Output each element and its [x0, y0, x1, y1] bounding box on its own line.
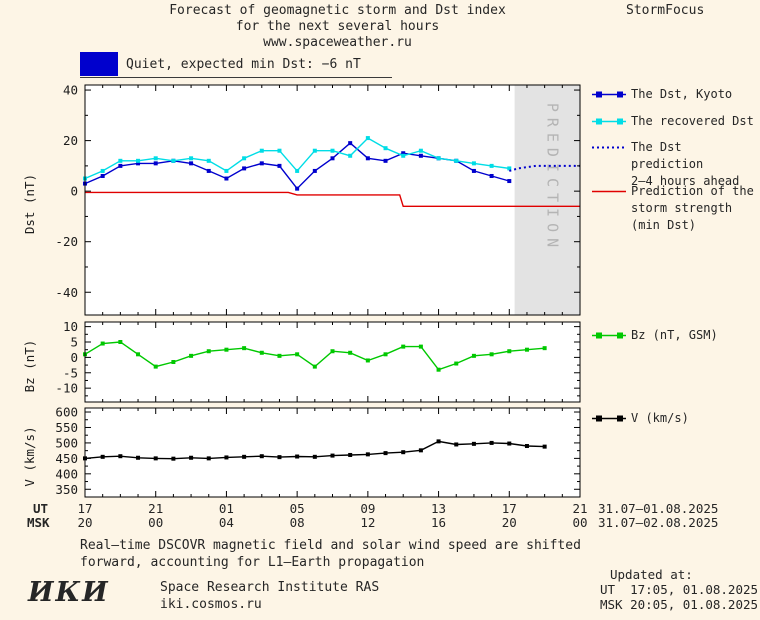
msk-date-range: 31.07–02.08.2025: [598, 515, 719, 530]
x-tick-ut: 01: [218, 501, 234, 516]
legend-label: The recovered Dst: [631, 114, 754, 128]
y-tick-label: 550: [55, 420, 78, 435]
footnote-line-2: forward, accounting for L1–Earth propaga…: [80, 555, 425, 570]
msk-axis-label: MSK: [27, 515, 50, 530]
y-tick-label: 500: [55, 435, 78, 450]
ut-axis-label: UT: [33, 501, 49, 516]
legend-entry: V (km/s): [592, 410, 689, 427]
ut-date-range: 31.07–01.08.2025: [598, 501, 719, 516]
line-legend-icon: [592, 190, 626, 193]
title-line-2: for the next several hours: [235, 19, 440, 34]
updated-msk: MSK 20:05, 01.08.2025: [600, 597, 759, 612]
y-tick-label: 5: [70, 335, 78, 350]
updated-ut: UT 17:05, 01.08.2025: [600, 582, 759, 597]
legend-entry: Bz (nT, GSM): [592, 327, 718, 344]
y-tick-label: -20: [55, 234, 78, 249]
legend-entry: Prediction of the storm strength (min Dst): [592, 183, 754, 234]
x-tick-ut: 21: [148, 501, 164, 516]
x-tick-ut: 05: [289, 501, 305, 516]
line-squares-legend-icon: [592, 118, 626, 125]
legend-label: storm strength: [631, 201, 733, 215]
status-swatch: [80, 52, 118, 76]
prediction-band-label: PREDICTION: [543, 103, 561, 253]
x-tick-ut: 13: [431, 501, 447, 516]
status-text: Quiet, expected min Dst: −6 nT: [126, 57, 361, 72]
y-tick-label: -10: [55, 381, 78, 396]
y-tick-label: 0: [70, 184, 78, 199]
line-squares-legend-icon: [592, 91, 626, 98]
legend-label: (min Dst): [631, 218, 697, 232]
legend-entry: The Dst, Kyoto: [592, 86, 732, 103]
y-tick-label: 400: [55, 466, 78, 481]
iki-logo: ИКИ: [28, 577, 110, 608]
x-tick-msk: 08: [289, 515, 305, 530]
x-tick-msk: 12: [360, 515, 376, 530]
legend-label: 2–4 hours ahead: [631, 174, 740, 188]
y-axis-title: V (km/s): [22, 426, 37, 486]
updated-label: Updated at:: [610, 567, 693, 582]
x-tick-msk: 00: [148, 515, 164, 530]
y-tick-label: 600: [55, 405, 78, 420]
y-tick-label: -5: [63, 365, 78, 380]
dotted-line-legend-icon: [592, 146, 626, 149]
site-url: www.spaceweather.ru: [263, 35, 412, 50]
x-tick-ut: 21: [572, 501, 588, 516]
y-tick-label: 0: [70, 350, 78, 365]
y-axis-title: Bz (nT): [22, 340, 37, 393]
legend-entry: The recovered Dst: [592, 113, 754, 130]
brand-name: StormFocus: [626, 3, 705, 18]
series-line: [509, 164, 580, 172]
y-axis-title: Dst (nT): [22, 174, 37, 234]
y-tick-label: 450: [55, 451, 78, 466]
dst-chart: PREDICTION 40 20 0 -20 -40 Dst (nT): [22, 83, 581, 316]
x-tick-msk: 04: [218, 515, 234, 530]
institute-site: iki.cosmos.ru: [160, 597, 262, 612]
y-tick-label: 40: [63, 83, 78, 98]
series-line: [85, 191, 580, 207]
x-tick-msk: 00: [572, 515, 588, 530]
legend-label: Bz (nT, GSM): [631, 328, 718, 342]
footnote-line-1: Real–time DSCOVR magnetic field and sola…: [80, 538, 581, 553]
status-underline: [80, 77, 392, 78]
y-tick-label: 20: [63, 133, 78, 148]
x-tick-ut: 17: [77, 501, 93, 516]
x-tick-ut: 17: [501, 501, 517, 516]
x-tick-msk: 20: [77, 515, 93, 530]
x-tick-msk: 20: [501, 515, 517, 530]
institute-name: Space Research Institute RAS: [160, 580, 380, 595]
x-tick-ut: 09: [360, 501, 376, 516]
y-tick-label: -40: [55, 285, 78, 300]
legend-label: V (km/s): [631, 411, 689, 425]
line-squares-legend-icon: [592, 415, 626, 422]
legend-label: The Dst prediction: [631, 140, 704, 171]
y-tick-label: 350: [55, 482, 78, 497]
line-squares-legend-icon: [592, 332, 626, 339]
x-tick-msk: 16: [431, 515, 447, 530]
title-line-1: Forecast of geomagnetic storm and Dst in…: [169, 3, 506, 18]
legend-entry: The Dst prediction 2–4 hours ahead: [592, 139, 760, 190]
legend-label: The Dst, Kyoto: [631, 87, 733, 101]
legend-label: Prediction of the: [631, 184, 754, 198]
y-tick-label: 10: [63, 319, 78, 334]
